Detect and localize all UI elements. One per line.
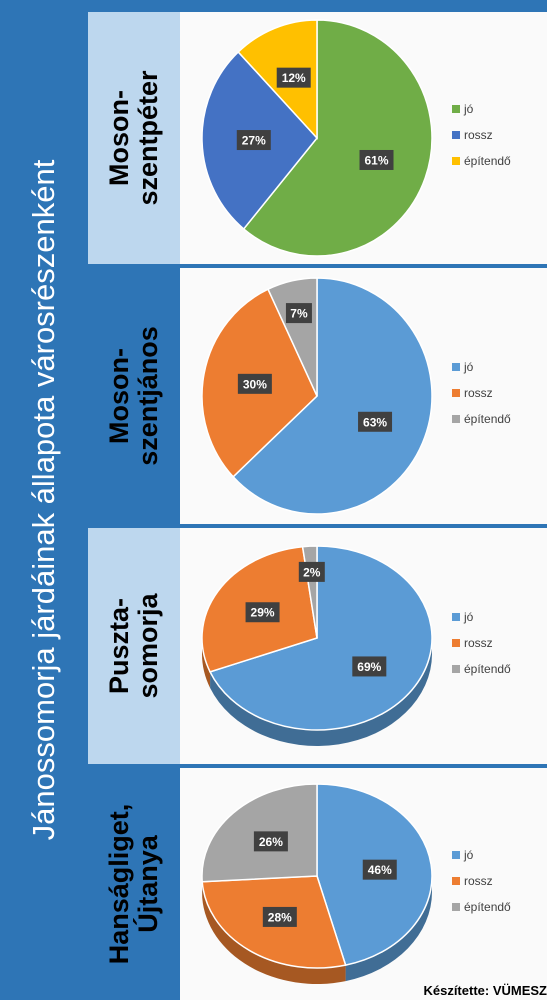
data-label-box <box>245 602 280 623</box>
data-label-box <box>253 831 288 852</box>
data-label: 69% <box>357 660 381 674</box>
legend-swatch <box>452 877 460 885</box>
data-label-box <box>237 373 272 394</box>
pie-chart: 61% 27% 12% jó rossz építendő <box>201 19 511 257</box>
pie-chart: 46% 28% 26% jó rossz építendő <box>201 783 511 984</box>
legend-swatch <box>452 105 460 113</box>
district-name: Puszta-somorja <box>104 593 163 699</box>
data-label-box <box>362 859 397 880</box>
district-label-box: Hanságliget, Újtanya <box>88 768 180 1000</box>
legend-swatch <box>452 415 460 423</box>
credit-text: Készítette: VÜMESZ <box>423 983 547 998</box>
chart-panel: Hanságliget, Újtanya 46% 28% 26% jó rossz építe… <box>88 768 547 1000</box>
page-title: Jánossomorja járdáinak állapota városrés… <box>26 159 61 841</box>
district-name-line: somorja <box>133 593 163 699</box>
data-label: 29% <box>251 606 275 620</box>
data-label: 30% <box>243 377 267 391</box>
district-name: Moson-szentpéter <box>104 70 163 206</box>
district-label-box: Moson-szentjános <box>88 268 180 524</box>
legend-label: építendő <box>464 154 511 168</box>
chart-panel: Moson-szentjános 63% 30% 7% jó rossz építendő <box>88 268 547 524</box>
data-label-box <box>352 656 387 677</box>
legend-swatch <box>452 665 460 673</box>
legend-label: rossz <box>464 128 493 142</box>
data-label-box <box>276 67 311 88</box>
legend-swatch <box>452 131 460 139</box>
district-name-line: szentjános <box>133 326 163 466</box>
pie-chart: 63% 30% 7% jó rossz építendő <box>201 277 511 515</box>
district-name: Moson-szentjános <box>104 326 163 466</box>
legend-label: építendő <box>464 412 511 426</box>
data-label: 28% <box>268 910 292 924</box>
legend-swatch <box>452 389 460 397</box>
legend-swatch <box>452 903 460 911</box>
chart-area: 46% 28% 26% jó rossz építendő <box>180 768 547 1000</box>
district-name-line: szentpéter <box>133 70 163 206</box>
legend-label: jó <box>463 360 474 374</box>
pie-slice-jó <box>242 19 433 257</box>
legend-swatch <box>452 363 460 371</box>
pie-slice-side <box>345 876 432 982</box>
pie-slice-side <box>210 638 432 746</box>
pie-slice-jó <box>232 277 433 515</box>
legend-label: építendő <box>464 662 511 676</box>
data-label: 46% <box>368 863 392 877</box>
district-name-line: Moson- <box>104 348 134 444</box>
legend-label: jó <box>463 610 474 624</box>
legend-label: építendő <box>464 900 511 914</box>
chart-area: 69% 29% 2% jó rossz építendő <box>180 528 547 764</box>
pie-slice-side <box>202 881 346 984</box>
district-label-box: Moson-szentpéter <box>88 12 180 264</box>
data-label: 26% <box>259 835 283 849</box>
data-label: 27% <box>242 134 266 148</box>
data-label: 12% <box>282 71 306 85</box>
data-label-box <box>358 411 393 432</box>
chart-area: 63% 30% 7% jó rossz építendő <box>180 268 547 524</box>
district-name-line: Újtanya <box>133 835 163 933</box>
legend-swatch <box>452 157 460 165</box>
district-name: Hanságliget, Újtanya <box>104 803 163 965</box>
title-band <box>0 0 88 1000</box>
data-label: 7% <box>290 307 308 321</box>
data-label: 63% <box>363 415 387 429</box>
district-label-box: Puszta-somorja <box>88 528 180 764</box>
district-name-line: Puszta- <box>104 597 134 695</box>
title-container: Jánossomorja járdáinak állapota városrés… <box>14 0 74 1000</box>
chart-area: 61% 27% 12% jó rossz építendő <box>180 12 547 264</box>
data-label-box <box>262 906 297 927</box>
data-label-box <box>236 130 271 151</box>
chart-panel: Puszta-somorja 69% 29% 2% jó rossz építendő <box>88 528 547 764</box>
district-name-line: Moson- <box>104 90 134 186</box>
data-label-box <box>298 561 325 582</box>
data-label-box <box>359 149 394 170</box>
legend-swatch <box>452 639 460 647</box>
legend-swatch <box>452 851 460 859</box>
data-label: 61% <box>364 153 388 167</box>
district-name-line: Hanságliget, <box>104 803 134 965</box>
data-label-box <box>285 303 312 324</box>
pie-chart: 69% 29% 2% jó rossz építendő <box>201 545 511 746</box>
chart-panel: Moson-szentpéter 61% 27% 12% jó rossz építendő <box>88 12 547 264</box>
legend-label: jó <box>463 102 474 116</box>
legend-label: rossz <box>464 874 493 888</box>
legend-label: jó <box>463 848 474 862</box>
legend-label: rossz <box>464 636 493 650</box>
pie-slice-jó <box>209 545 433 731</box>
legend-label: rossz <box>464 386 493 400</box>
legend-swatch <box>452 613 460 621</box>
data-label: 2% <box>303 565 321 579</box>
